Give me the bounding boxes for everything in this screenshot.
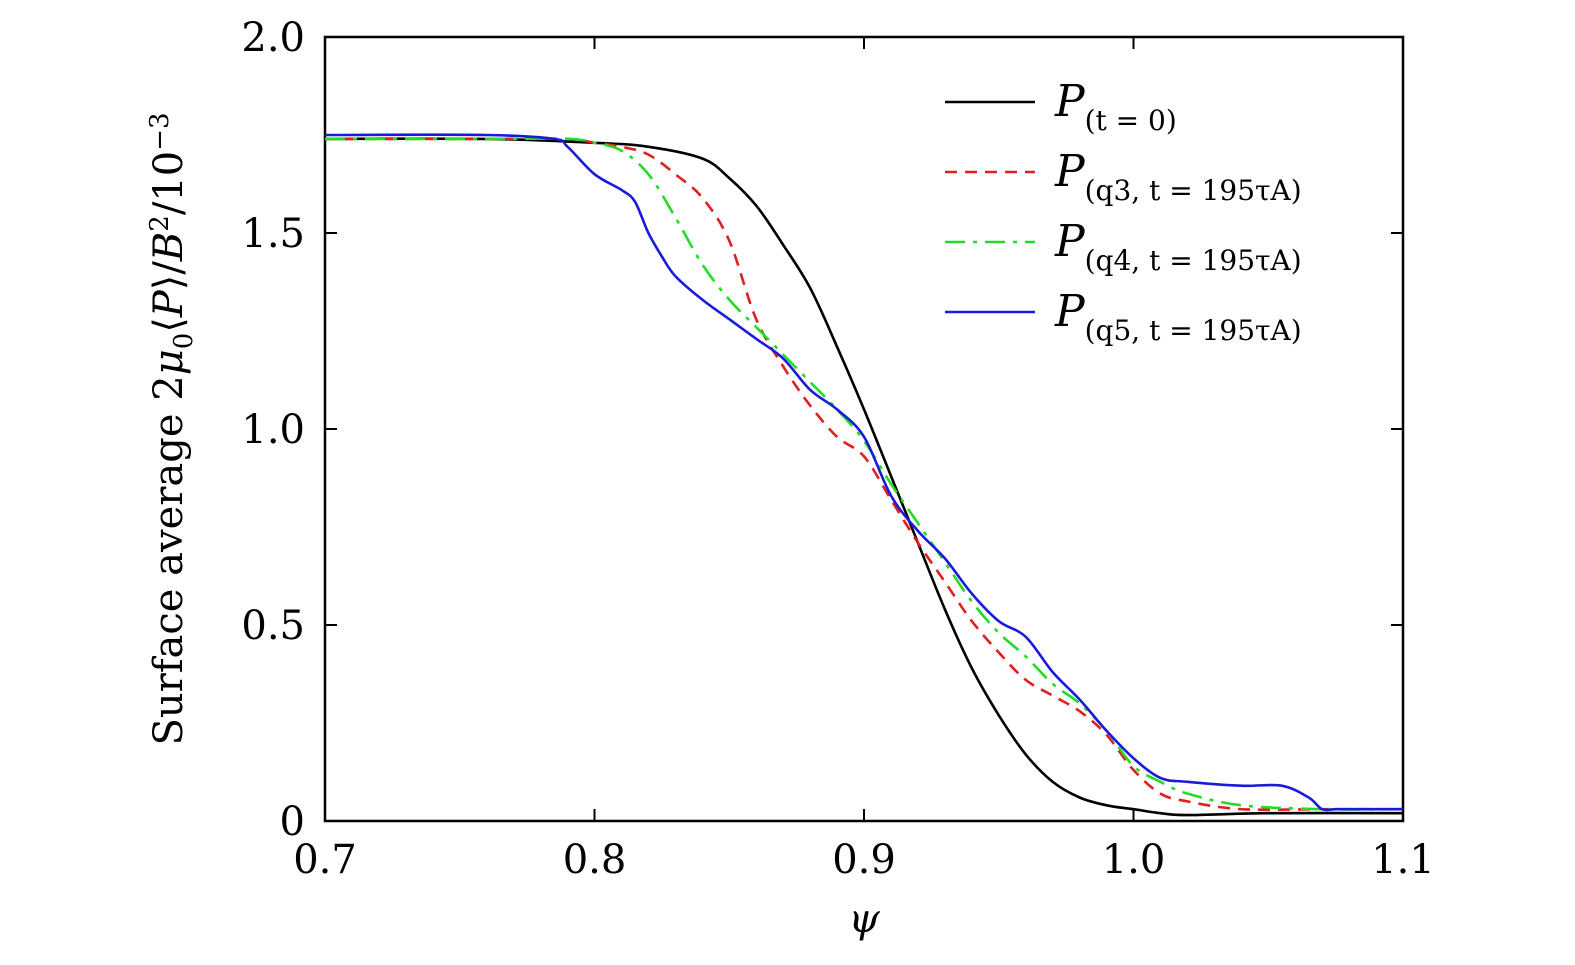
x-tick-label: 0.8 [563,837,627,883]
axis-ticks: 0.7 0.8 0.9 1.0 1.1 0 0.5 1.0 1.5 2.0 [241,15,1434,883]
legend-label-2: P(q3, t = 195τA) [1054,146,1302,207]
plot-frame [323,35,1405,823]
series-lines [324,133,1404,817]
y-tick-label: 0 [280,799,305,845]
legend-label-1: P(t = 0) [1054,76,1177,137]
legend-label-4: P(q5, t = 195τA) [1054,286,1302,347]
y-tick-label: 1.5 [241,211,305,257]
legend-label-3: P(q4, t = 195τA) [1054,216,1302,277]
x-tick-label: 1.0 [1102,837,1166,883]
x-tick-label: 0.7 [293,837,357,883]
x-tick-label: 1.1 [1371,837,1435,883]
y-tick-label: 0.5 [241,603,305,649]
x-tick-label: 0.9 [832,837,896,883]
series-line-3 [325,137,1404,811]
y-tick-label: 1.0 [241,407,305,453]
y-axis-title: Surface average 2μ0⟨P⟩/B2/10−3 [145,112,199,745]
x-axis-title: ψ [848,896,880,942]
series-line-4 [324,133,1403,812]
series-line-1 [324,137,1404,817]
legend: P(t = 0) P(q3, t = 195τA) P(q4, t = 195τA)… [945,76,1302,347]
series-line-2 [325,137,1403,812]
y-tick-label: 2.0 [241,15,305,61]
